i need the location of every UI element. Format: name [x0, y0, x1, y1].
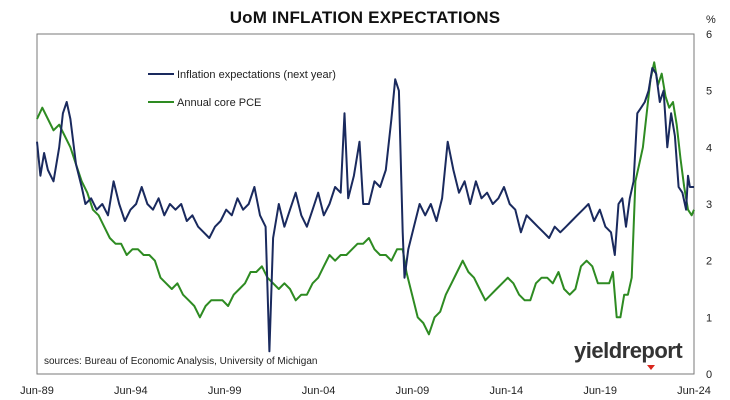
- yieldreport-logo: yieldreport: [574, 338, 683, 363]
- x-tick-label: Jun-04: [302, 385, 336, 397]
- x-tick-label: Jun-09: [396, 385, 430, 397]
- x-tick-label: Jun-99: [208, 385, 242, 397]
- x-tick-label: Jun-89: [20, 385, 54, 397]
- y-axis-unit: %: [706, 14, 716, 26]
- series-line-1: [36, 61, 695, 336]
- chart-title: UoM INFLATION EXPECTATIONS: [229, 8, 501, 27]
- x-tick-label: Jun-14: [489, 385, 523, 397]
- x-tick-label: Jun-19: [583, 385, 617, 397]
- y-tick-label: 0: [706, 369, 712, 381]
- series-line-0: [36, 67, 694, 353]
- source-note: sources: Bureau of Economic Analysis, Un…: [44, 356, 318, 367]
- legend-label-1: Annual core PCE: [177, 97, 261, 109]
- y-axis-ticks: 0 1 2 3 4 5 6: [706, 29, 712, 381]
- y-tick-label: 6: [706, 29, 712, 41]
- legend-label-0: Inflation expectations (next year): [177, 69, 336, 81]
- y-tick-label: 5: [706, 86, 712, 98]
- y-tick-label: 4: [706, 142, 712, 154]
- y-tick-label: 3: [706, 199, 712, 211]
- y-tick-label: 1: [706, 312, 712, 324]
- x-axis-ticks: Jun-89 Jun-94 Jun-99 Jun-04 Jun-09 Jun-14 Jun-…: [20, 385, 711, 397]
- plot-frame: [36, 33, 695, 375]
- logo-marker-icon: [647, 365, 655, 370]
- series-group: [36, 61, 695, 353]
- x-tick-label: Jun-24: [677, 385, 711, 397]
- legend: Inflation expectations (next year) Annual…: [148, 69, 336, 109]
- y-tick-label: 2: [706, 256, 712, 268]
- x-tick-label: Jun-94: [114, 385, 148, 397]
